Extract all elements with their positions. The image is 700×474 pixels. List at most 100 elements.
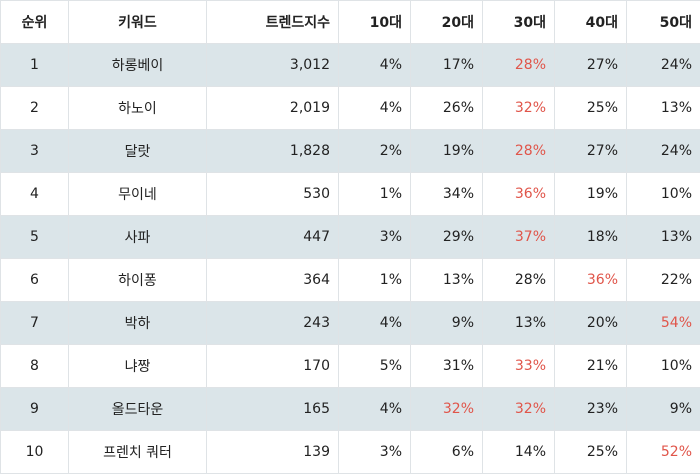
age-30s-cell: 28% [483,130,555,173]
rank-cell: 6 [1,259,69,302]
age-30s-cell: 33% [483,345,555,388]
age-20s-cell: 34% [411,173,483,216]
table-row: 3 달랏 1,828 2% 19% 28% 27% 24% [1,130,700,173]
keyword-cell: 달랏 [69,130,207,173]
table-row: 2 하노이 2,019 4% 26% 32% 25% 13% [1,87,700,130]
table-row: 5 사파 447 3% 29% 37% 18% 13% [1,216,700,259]
age-10s-cell: 3% [339,216,411,259]
rank-cell: 4 [1,173,69,216]
table-row: 10 프렌치 쿼터 139 3% 6% 14% 25% 52% [1,431,700,474]
age-20s-cell: 13% [411,259,483,302]
table-body: 1 하롱베이 3,012 4% 17% 28% 27% 24% 2 하노이 2,… [1,44,700,474]
age-30s-cell: 13% [483,302,555,345]
age-50s-cell: 13% [627,87,700,130]
age-30s-cell: 28% [483,259,555,302]
table-row: 4 무이네 530 1% 34% 36% 19% 10% [1,173,700,216]
trend-index-cell: 530 [207,173,339,216]
table-row: 6 하이퐁 364 1% 13% 28% 36% 22% [1,259,700,302]
keyword-cell: 사파 [69,216,207,259]
rank-cell: 2 [1,87,69,130]
keyword-cell: 박하 [69,302,207,345]
table-header-row: 순위 키워드 트렌드지수 10대 20대 30대 40대 50대 [1,1,700,44]
rank-cell: 9 [1,388,69,431]
age-30s-cell: 32% [483,388,555,431]
age-20s-cell: 17% [411,44,483,87]
trend-index-cell: 447 [207,216,339,259]
header-age-10s: 10대 [339,1,411,44]
rank-cell: 7 [1,302,69,345]
trend-index-cell: 1,828 [207,130,339,173]
age-30s-cell: 28% [483,44,555,87]
header-trend-index: 트렌드지수 [207,1,339,44]
age-10s-cell: 4% [339,388,411,431]
age-20s-cell: 9% [411,302,483,345]
age-30s-cell: 37% [483,216,555,259]
age-20s-cell: 29% [411,216,483,259]
age-50s-cell: 13% [627,216,700,259]
trend-index-cell: 364 [207,259,339,302]
trend-index-cell: 139 [207,431,339,474]
age-50s-cell: 10% [627,173,700,216]
age-50s-cell: 24% [627,130,700,173]
age-20s-cell: 6% [411,431,483,474]
age-40s-cell: 18% [555,216,627,259]
age-50s-cell: 54% [627,302,700,345]
age-10s-cell: 2% [339,130,411,173]
trend-index-cell: 243 [207,302,339,345]
age-20s-cell: 26% [411,87,483,130]
age-10s-cell: 4% [339,87,411,130]
age-40s-cell: 21% [555,345,627,388]
age-20s-cell: 19% [411,130,483,173]
trend-index-cell: 3,012 [207,44,339,87]
trend-index-cell: 2,019 [207,87,339,130]
age-50s-cell: 24% [627,44,700,87]
keyword-cell: 올드타운 [69,388,207,431]
age-30s-cell: 32% [483,87,555,130]
trend-index-cell: 165 [207,388,339,431]
rank-cell: 8 [1,345,69,388]
rank-cell: 3 [1,130,69,173]
table-row: 7 박하 243 4% 9% 13% 20% 54% [1,302,700,345]
rank-cell: 1 [1,44,69,87]
header-keyword: 키워드 [69,1,207,44]
keyword-cell: 하롱베이 [69,44,207,87]
age-10s-cell: 4% [339,302,411,345]
age-50s-cell: 22% [627,259,700,302]
rank-cell: 10 [1,431,69,474]
age-10s-cell: 4% [339,44,411,87]
table-row: 8 냐짱 170 5% 31% 33% 21% 10% [1,345,700,388]
age-10s-cell: 5% [339,345,411,388]
age-20s-cell: 31% [411,345,483,388]
age-30s-cell: 36% [483,173,555,216]
age-40s-cell: 19% [555,173,627,216]
age-20s-cell: 32% [411,388,483,431]
trend-index-cell: 170 [207,345,339,388]
keyword-cell: 프렌치 쿼터 [69,431,207,474]
rank-cell: 5 [1,216,69,259]
table-row: 9 올드타운 165 4% 32% 32% 23% 9% [1,388,700,431]
age-50s-cell: 10% [627,345,700,388]
table-row: 1 하롱베이 3,012 4% 17% 28% 27% 24% [1,44,700,87]
age-40s-cell: 25% [555,431,627,474]
age-40s-cell: 23% [555,388,627,431]
age-10s-cell: 1% [339,173,411,216]
header-age-50s: 50대 [627,1,700,44]
header-age-30s: 30대 [483,1,555,44]
age-40s-cell: 36% [555,259,627,302]
age-10s-cell: 3% [339,431,411,474]
age-40s-cell: 27% [555,44,627,87]
keyword-cell: 무이네 [69,173,207,216]
age-40s-cell: 27% [555,130,627,173]
age-40s-cell: 25% [555,87,627,130]
header-rank: 순위 [1,1,69,44]
age-50s-cell: 52% [627,431,700,474]
header-age-40s: 40대 [555,1,627,44]
header-age-20s: 20대 [411,1,483,44]
keyword-cell: 하이퐁 [69,259,207,302]
age-40s-cell: 20% [555,302,627,345]
keyword-cell: 하노이 [69,87,207,130]
age-50s-cell: 9% [627,388,700,431]
keyword-cell: 냐짱 [69,345,207,388]
age-10s-cell: 1% [339,259,411,302]
